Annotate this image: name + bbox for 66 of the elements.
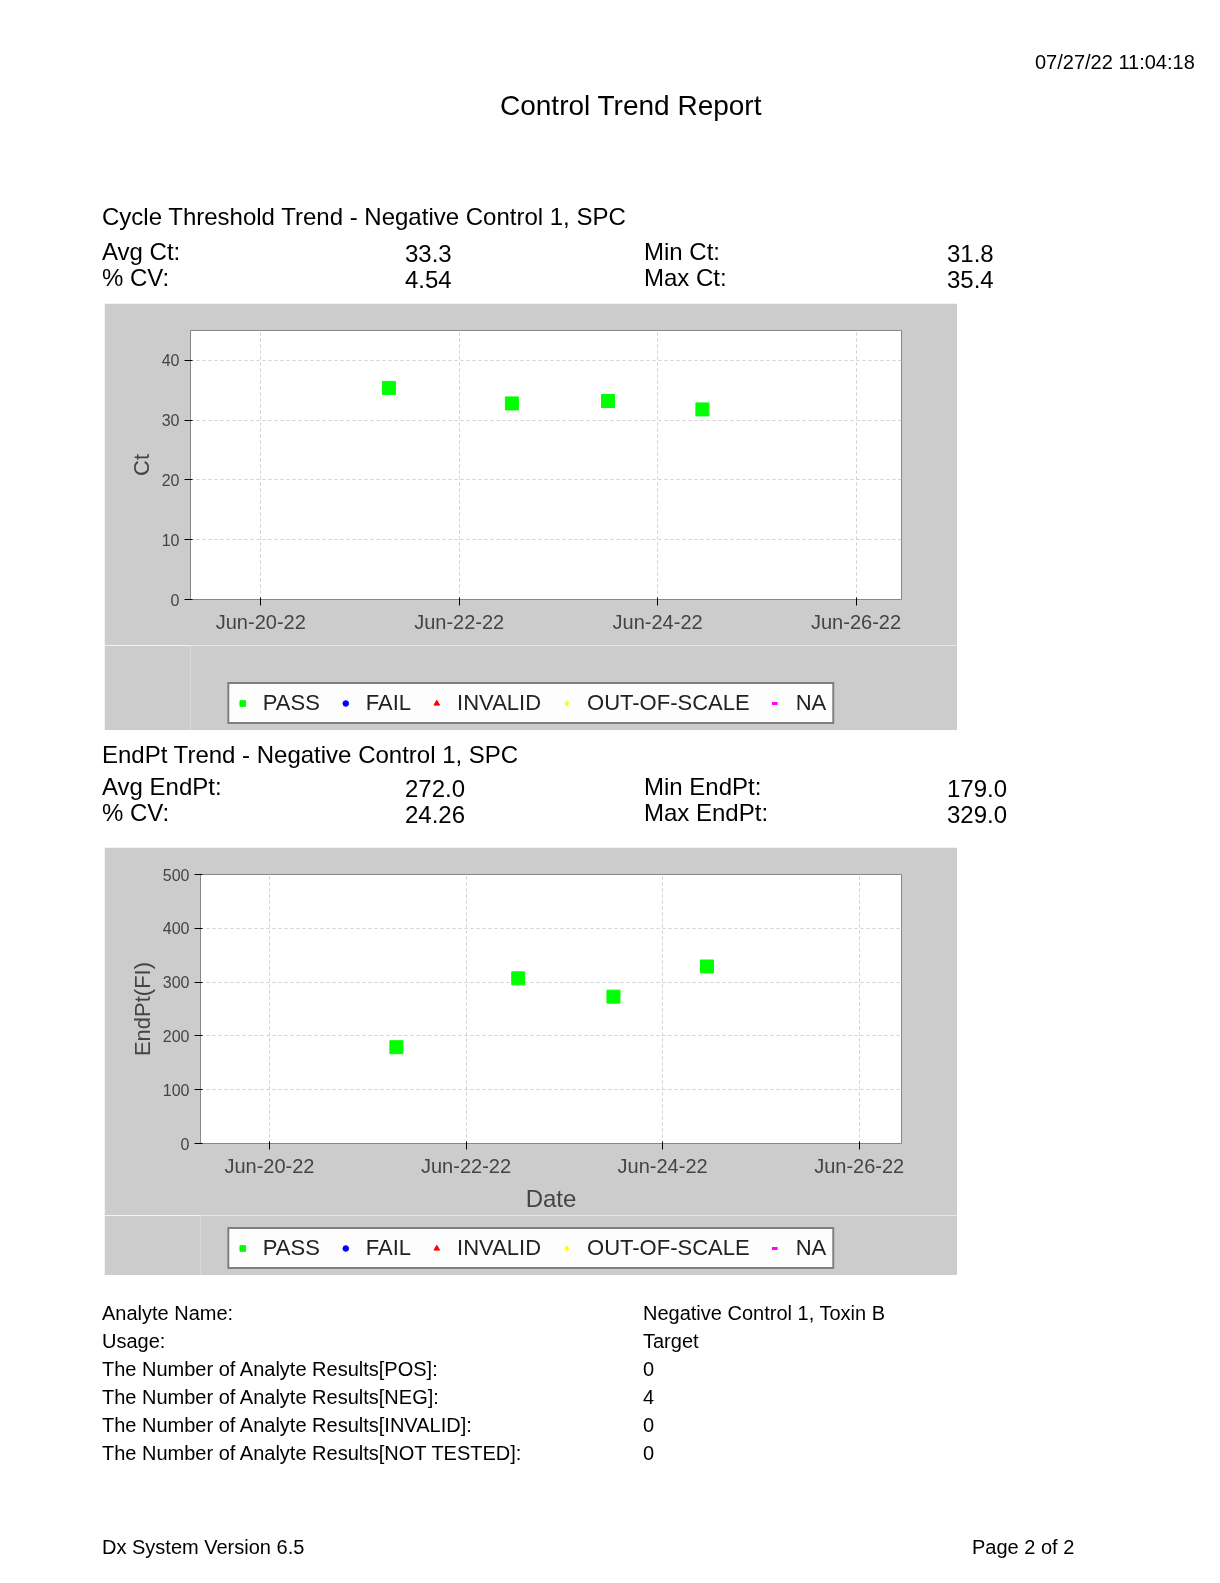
x-tick-label: Jun-20-22: [224, 1154, 315, 1177]
legend-label: NA: [795, 690, 827, 716]
y-tick-label: 20: [161, 471, 180, 489]
text: 33.3: [405, 240, 452, 267]
y-tick-label: 300: [162, 974, 190, 992]
x-tick-label: Jun-22-22: [420, 1154, 512, 1177]
x-axis-title: Date: [525, 1184, 577, 1212]
text: Dx System Version 6.5: [102, 1535, 305, 1560]
text: The Number of Analyte Results[INVALID]:: [102, 1413, 472, 1438]
y-tick-label: 500: [162, 866, 190, 884]
legend-label: PASS: [262, 1235, 320, 1261]
y-tick-label: 100: [162, 1081, 190, 1099]
text: 4.54: [405, 266, 452, 293]
text: % CV:: [102, 264, 170, 291]
legend-label: INVALID: [457, 690, 542, 716]
legend-label: NA: [795, 1235, 827, 1261]
text: 31.8: [947, 240, 994, 267]
text: The Number of Analyte Results[POS]:: [102, 1357, 438, 1382]
text: 35.4: [947, 266, 994, 293]
text: 07/27/22 11:04:18: [1035, 50, 1195, 75]
text: 0: [643, 1441, 655, 1466]
x-tick-label: Jun-22-22: [414, 610, 505, 633]
legend-label: INVALID: [457, 1235, 542, 1261]
text: Page 2 of 2: [972, 1535, 1075, 1560]
y-tick-label: 0: [180, 1135, 190, 1153]
x-tick-label: Jun-24-22: [617, 1154, 708, 1177]
text: 0: [643, 1357, 655, 1382]
text: 179.0: [947, 775, 1008, 802]
text: % CV:: [102, 799, 170, 826]
text: The Number of Analyte Results[NEG]:: [102, 1385, 439, 1410]
text: Max Ct:: [644, 264, 727, 291]
text: Max EndPt:: [644, 799, 769, 826]
text: 272.0: [405, 775, 466, 802]
x-tick-label: Jun-26-22: [814, 1154, 905, 1177]
y-tick-label: 200: [162, 1027, 190, 1045]
text: Min Ct:: [644, 238, 721, 265]
text: Avg Ct:: [102, 238, 181, 265]
text: 329.0: [947, 801, 1008, 828]
text: Usage:: [102, 1329, 166, 1354]
chart-subtitle: Cycle Threshold Trend - Negative Control 1, SPC: [102, 202, 626, 232]
text: 24.26: [405, 801, 466, 828]
chart-title: Control Trend Report: [500, 89, 762, 123]
text: 4: [643, 1385, 655, 1410]
y-tick-label: 10: [161, 531, 180, 549]
y-tick-label: 0: [170, 591, 180, 609]
text: Analyte Name:: [102, 1301, 234, 1326]
legend-label: FAIL: [365, 690, 412, 716]
legend-label: FAIL: [365, 1235, 412, 1261]
x-tick-label: Jun-24-22: [612, 610, 703, 633]
text: 0: [643, 1413, 655, 1438]
x-tick-label: Jun-26-22: [811, 610, 902, 633]
legend-label: OUT-OF-SCALE: [587, 690, 750, 716]
x-tick-label: Jun-20-22: [215, 610, 306, 633]
legend-label: OUT-OF-SCALE: [587, 1235, 750, 1261]
text: Negative Control 1, Toxin B: [643, 1301, 885, 1326]
y-axis-title: Ct: [128, 454, 154, 476]
legend-label: PASS: [262, 690, 320, 716]
text: Avg EndPt:: [102, 773, 222, 800]
text: The Number of Analyte Results[NOT TESTED]:: [102, 1441, 522, 1466]
chart-subtitle: EndPt Trend - Negative Control 1, SPC: [102, 740, 519, 770]
text: Min EndPt:: [644, 773, 762, 800]
y-axis-title: EndPt(FI): [129, 961, 155, 1057]
text: Target: [643, 1329, 699, 1354]
y-tick-label: 40: [161, 352, 180, 370]
y-tick-label: 400: [162, 920, 190, 938]
y-tick-label: 30: [161, 412, 180, 430]
